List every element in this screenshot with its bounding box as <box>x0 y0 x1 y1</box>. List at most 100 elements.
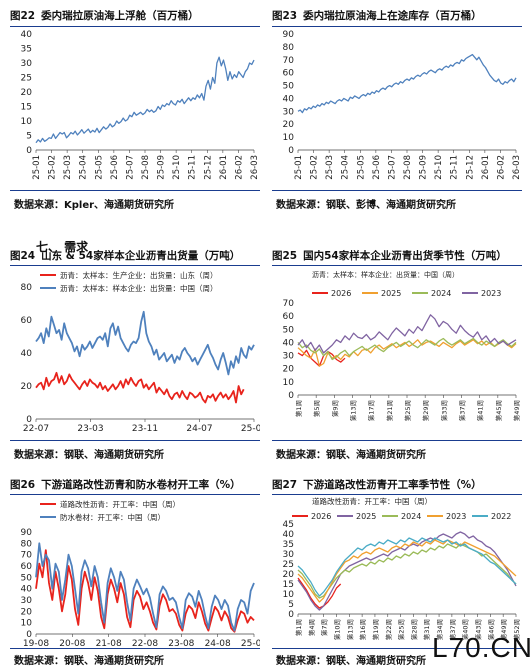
x-tick-label: 25-02 <box>48 155 58 180</box>
x-tick-label: 第43周 <box>474 619 483 640</box>
series-line-0 <box>35 56 255 144</box>
x-tick-label: 25-03 <box>241 424 260 434</box>
y-tick-label: 60 <box>21 562 33 572</box>
x-tick-label: 第45周 <box>494 400 503 421</box>
x-tick-label: 第37周 <box>448 619 457 640</box>
y-tick-label: 40 <box>21 349 33 359</box>
x-tick-label: 第5周 <box>312 400 321 417</box>
series-line-3 <box>297 539 517 603</box>
y-tick-label: 80 <box>283 43 295 53</box>
y-tick-label: 0 <box>26 630 32 640</box>
x-tick-label: 25-06 <box>372 155 382 180</box>
source-note: 数据来源：Kpler、海通期货研究所 <box>14 200 175 211</box>
x-tick-label: 第16周 <box>358 619 367 640</box>
x-tick-label: 25-09 <box>157 155 167 180</box>
x-tick-label: 26-01 <box>481 155 491 180</box>
x-tick-label: 第29周 <box>421 400 430 421</box>
y-tick-label: 60 <box>21 316 33 326</box>
legend-label: 2026 <box>331 289 351 298</box>
y-tick-label: 25 <box>283 560 294 570</box>
y-tick-label: 35 <box>283 540 294 550</box>
chart-title: 图26 下游道路改性沥青和防水卷材开工率（%） <box>10 479 241 491</box>
x-tick-label: 25-06 <box>110 155 120 180</box>
source-note: 数据来源：钢联、海通期货研究所 <box>276 656 426 667</box>
y-tick-label: 0 <box>26 415 32 425</box>
legend-label: 沥青：太样本：样本企业：出货量：中国（周） <box>60 283 218 293</box>
legend-label: 2025 <box>356 512 376 521</box>
y-tick-label: 70 <box>21 551 33 561</box>
chart-title: 图25 国内54家样本企业沥青出货季节性（万吨） <box>272 250 507 262</box>
y-tick-label: 30 <box>21 596 33 606</box>
source-note: 数据来源：钢联、彭博、海通期货研究所 <box>276 200 456 211</box>
y-tick-label: 40 <box>283 94 295 104</box>
y-tick-label: 10 <box>283 133 295 143</box>
x-tick-label: 22-07 <box>23 424 49 434</box>
chart-p25: 0 10 20 30 40 50 60 70 第1周 第5周 第9周 第13周 第17周 第21周 第25周… <box>283 270 521 421</box>
series-line-4 <box>297 537 517 597</box>
x-tick-label: 23-11 <box>132 424 158 434</box>
chart-panel-27: 图27 下游道路改性沥青开工率季节性（%） <box>272 477 522 497</box>
legend-label: 2023 <box>481 289 501 298</box>
y-tick-label: 20 <box>21 382 33 392</box>
y-tick-label: 20 <box>283 120 295 130</box>
legend-label: 2025 <box>381 289 401 298</box>
y-tick-label: 20 <box>283 570 295 580</box>
series-line-2 <box>297 543 517 599</box>
y-tick-label: 0 <box>288 391 294 401</box>
legend-label: 道路改性沥青：开工率：中国（周） <box>60 499 180 509</box>
x-tick-label: 第7周 <box>320 619 329 636</box>
x-tick-label: 26-01 <box>219 155 229 180</box>
y-tick-label: 80 <box>21 539 33 549</box>
x-tick-label: 25-10 <box>434 155 444 180</box>
x-tick-label: 19-08 <box>23 639 49 646</box>
x-tick-label: 24-08 <box>205 639 231 646</box>
y-tick-label: 10 <box>283 378 295 388</box>
y-tick-label: 90 <box>283 30 295 40</box>
chart-p22: 0 5 10 15 20 25 30 35 40 25-01 25-02 25-03 25-04 25-0… <box>21 30 260 180</box>
y-tick-label: 60 <box>283 69 295 79</box>
y-tick-label: 90 <box>21 528 33 538</box>
y-tick-label: 30 <box>283 107 295 117</box>
x-tick-label: 25-11 <box>450 155 460 180</box>
legend-label: 防水卷材：开工率：中国（周） <box>60 512 165 522</box>
series-line-2 <box>297 337 517 361</box>
series-line-0 <box>35 549 255 633</box>
chart-panel-25: 图25 国内54家样本企业沥青出货季节性（万吨） <box>272 248 522 268</box>
series-line-0 <box>35 371 245 404</box>
source-note: 数据来源：钢联、海通期货研究所 <box>276 450 426 461</box>
x-tick-label: 第19周 <box>371 619 380 640</box>
x-tick-label: 25-08 <box>403 155 413 180</box>
series-line-1 <box>35 542 255 632</box>
y-tick-label: 5 <box>288 600 294 610</box>
x-tick-label: 25-11 <box>188 155 198 180</box>
x-tick-label: 25-03 <box>325 155 335 180</box>
series-line-0 <box>297 577 342 609</box>
y-tick-label: 40 <box>21 30 33 40</box>
x-tick-label: 第28周 <box>409 619 418 640</box>
chart-title: 图23 委内瑞拉原油海上在途库存（百万桶） <box>272 10 482 22</box>
x-tick-label: 第41周 <box>476 400 485 421</box>
y-tick-label: 40 <box>283 530 295 540</box>
x-tick-label: 25-08 <box>241 639 260 646</box>
x-tick-label: 24-07 <box>186 424 212 434</box>
y-tick-label: 10 <box>21 619 33 629</box>
x-tick-label: 第31周 <box>422 619 431 640</box>
x-tick-label: 26-02 <box>234 155 244 180</box>
x-tick-label: 23-08 <box>168 639 194 646</box>
x-tick-label: 25-04 <box>341 155 351 180</box>
y-tick-label: 70 <box>283 299 295 309</box>
source-note: 数据来源：钢联、海通期货研究所 <box>14 656 164 667</box>
series-line-0 <box>297 53 517 114</box>
x-tick-label: 第52周 <box>512 619 521 640</box>
chart-panel-23: 图23 委内瑞拉原油海上在途库存（百万桶） <box>272 8 522 218</box>
x-tick-label: 25-01 <box>32 155 42 180</box>
x-tick-label: 25-01 <box>294 155 304 180</box>
y-tick-label: 0 <box>26 146 32 156</box>
x-tick-label: 23-03 <box>77 424 103 434</box>
x-tick-label: 25-05 <box>94 155 104 180</box>
x-tick-label: 第4周 <box>307 619 316 636</box>
x-tick-label: 第37周 <box>458 400 467 421</box>
y-tick-label: 50 <box>21 573 33 583</box>
y-tick-label: 10 <box>283 590 295 600</box>
chart-panel-26: 图26 下游道路改性沥青和防水卷材开工率（%） <box>10 477 260 497</box>
